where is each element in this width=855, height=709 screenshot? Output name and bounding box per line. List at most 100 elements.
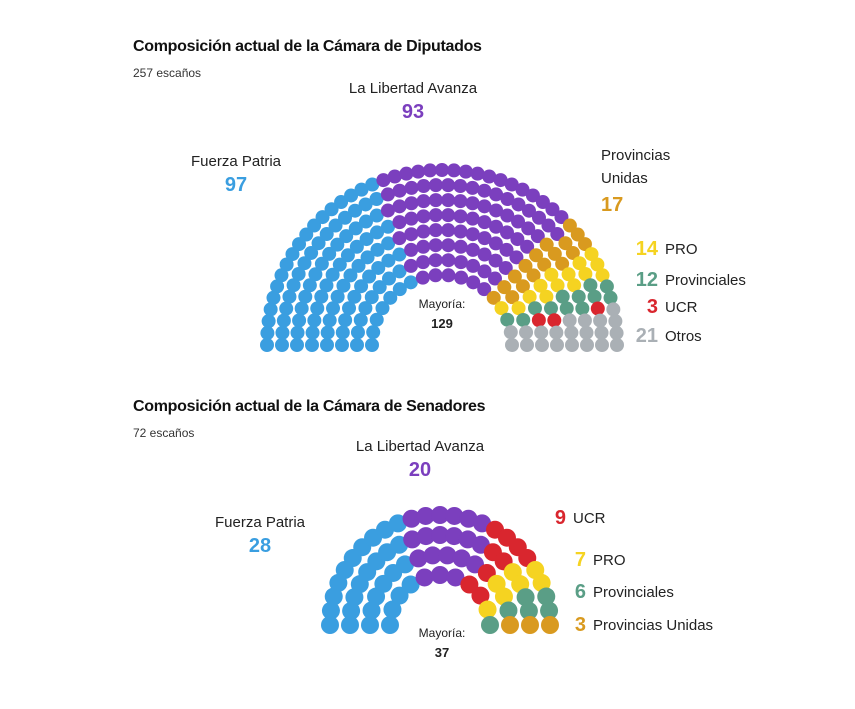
seat	[453, 209, 468, 224]
seat	[441, 268, 456, 283]
seat	[372, 280, 387, 295]
seat	[489, 203, 504, 218]
seat	[541, 616, 559, 634]
seat	[535, 338, 549, 352]
seat	[435, 163, 449, 177]
seat	[381, 253, 396, 268]
seat	[547, 246, 562, 261]
seat	[325, 267, 340, 282]
seat	[459, 509, 478, 528]
seat	[416, 209, 431, 224]
seat	[314, 256, 329, 271]
seat	[404, 242, 419, 257]
seat	[535, 195, 550, 210]
seat	[304, 245, 319, 260]
seat	[595, 268, 610, 283]
seat	[460, 575, 479, 594]
seat	[403, 275, 418, 290]
seat	[603, 290, 618, 305]
seat	[503, 325, 518, 340]
party-value: 17	[601, 194, 624, 216]
seat	[428, 178, 443, 193]
seat	[494, 587, 513, 606]
seat	[383, 290, 398, 305]
seat	[392, 231, 407, 246]
seat	[595, 338, 609, 352]
subtitle: 72 escaños	[133, 426, 195, 440]
seat	[305, 325, 320, 340]
seat	[344, 188, 359, 203]
seat	[314, 289, 329, 304]
party-name: UCR	[573, 510, 606, 527]
seat	[326, 301, 341, 316]
seat	[338, 313, 353, 328]
seat	[465, 196, 480, 211]
seat	[392, 199, 407, 214]
seat	[335, 325, 350, 340]
seat	[555, 256, 570, 271]
seat	[342, 601, 361, 620]
seat	[550, 338, 564, 352]
seat	[441, 178, 456, 193]
seat	[488, 236, 503, 251]
party-name: Provincias Unidas	[601, 147, 671, 187]
seat	[402, 509, 421, 528]
seat	[392, 264, 407, 279]
seat	[477, 231, 492, 246]
seat	[515, 182, 530, 197]
seat	[320, 338, 334, 352]
seat	[489, 219, 504, 234]
seat	[307, 313, 322, 328]
seat	[375, 301, 390, 316]
seat	[458, 164, 473, 179]
seat	[388, 514, 407, 533]
seat	[359, 232, 374, 247]
majority-value: 129	[431, 316, 453, 331]
seat	[438, 546, 457, 565]
seat	[500, 208, 515, 223]
seat	[445, 506, 464, 525]
seat	[575, 301, 590, 316]
seat	[392, 282, 407, 297]
party-value: 6	[574, 581, 586, 603]
seat	[349, 239, 364, 254]
seat	[428, 208, 443, 223]
seat	[266, 290, 281, 305]
seat	[404, 227, 419, 242]
seat	[328, 218, 343, 233]
seat	[441, 253, 456, 268]
seat	[549, 325, 564, 340]
seat	[416, 506, 435, 525]
seat	[431, 526, 449, 544]
seat	[547, 313, 562, 328]
seat	[308, 267, 323, 282]
seat	[521, 203, 536, 218]
seat	[319, 227, 334, 242]
seat	[565, 338, 579, 352]
seat	[324, 202, 339, 217]
seat	[486, 290, 501, 305]
seat	[477, 282, 492, 297]
party-value: 28	[248, 535, 272, 557]
seat	[358, 197, 373, 212]
seat	[321, 616, 339, 634]
seat	[275, 338, 289, 352]
seat	[540, 601, 559, 620]
seat	[593, 313, 608, 328]
subtitle: 257 escaños	[133, 66, 202, 80]
seat	[565, 245, 580, 260]
seat	[521, 221, 536, 236]
seat	[516, 312, 531, 327]
seat	[481, 616, 499, 634]
seat	[465, 242, 480, 257]
seat	[466, 275, 481, 290]
chart-title: Composición actual de la Cámara de Diput…	[133, 38, 482, 55]
seat	[428, 238, 443, 253]
seat	[369, 191, 384, 206]
seat	[416, 255, 431, 270]
party-name: Provincias Unidas	[593, 617, 714, 634]
seat	[489, 187, 504, 202]
majority-label: Mayoría:	[418, 626, 466, 640]
seat	[494, 301, 509, 316]
